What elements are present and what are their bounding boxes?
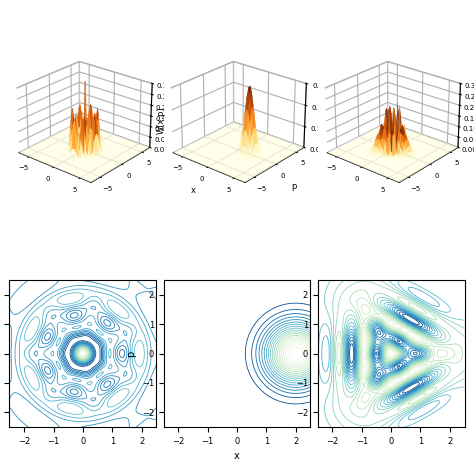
Text: W(x,p): W(x,p) xyxy=(156,107,165,134)
X-axis label: x: x xyxy=(234,451,240,461)
Y-axis label: p: p xyxy=(126,350,136,356)
X-axis label: x: x xyxy=(190,186,195,195)
Title: Color: Color xyxy=(181,317,199,322)
Title: Color: Color xyxy=(335,317,353,322)
Y-axis label: p: p xyxy=(291,182,296,191)
